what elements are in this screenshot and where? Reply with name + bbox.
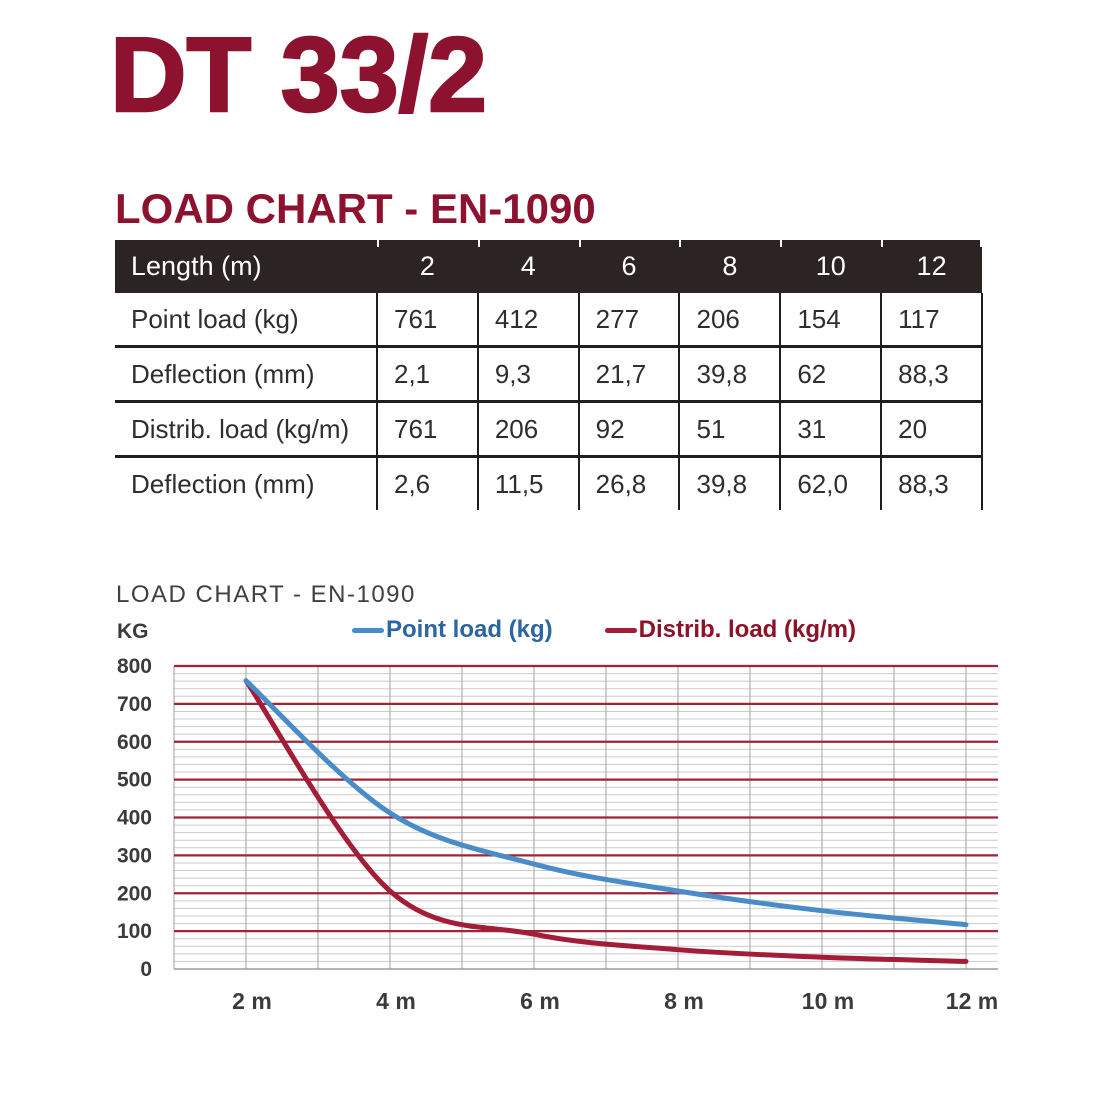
cell-value: 206	[678, 293, 781, 347]
cell-value: 26,8	[577, 455, 680, 510]
table-section-title: LOAD CHART - EN-1090	[115, 185, 596, 232]
x-tick-label: 12 m	[946, 988, 998, 1014]
table-header-row: Length (m) 2 4 6 8 10 12	[115, 240, 982, 293]
y-tick-label: 100	[117, 920, 152, 943]
cell-value: 206	[476, 400, 579, 457]
cell-value: 2,6	[376, 455, 478, 510]
legend-dash-icon	[352, 627, 384, 633]
x-tick-label: 8 m	[664, 988, 704, 1014]
legend-dash-icon	[604, 627, 637, 633]
cell-value: 761	[376, 400, 478, 457]
cell-value: 117	[880, 293, 983, 347]
cell-value: 31	[779, 400, 882, 457]
series-line-distrib-load	[243, 678, 969, 964]
load-table: Length (m) 2 4 6 8 10 12 Point load (kg) 761 412…	[115, 240, 983, 510]
row-label: Deflection (mm)	[115, 455, 377, 510]
y-tick-label: 700	[117, 693, 152, 716]
x-tick-label: 2 m	[232, 988, 272, 1014]
x-tick-label: 4 m	[376, 988, 416, 1014]
cell-value: 11,5	[476, 455, 579, 510]
legend-label: Point load (kg)	[386, 616, 553, 643]
cell-value: 20	[880, 400, 983, 457]
table-header-col-8: 8	[679, 240, 781, 293]
x-tick-label: 6 m	[520, 988, 560, 1014]
cell-value: 51	[678, 400, 781, 457]
legend-item-point-load: Point load (kg)	[352, 616, 553, 644]
legend-label: Distrib. load (kg/m)	[638, 616, 857, 643]
cell-value: 88,3	[880, 455, 983, 510]
cell-value: 761	[376, 293, 478, 347]
y-tick-label: 300	[117, 844, 152, 867]
series-line-point-load	[243, 678, 969, 928]
table-header-col-10: 10	[780, 240, 882, 293]
product-title: DT 33/2	[109, 16, 489, 134]
row-label: Distrib. load (kg/m)	[115, 400, 377, 457]
table-row: Deflection (mm) 2,6 11,5 26,8 39,8 62,0 88,3	[115, 455, 983, 510]
chart-title: LOAD CHART - EN-1090	[116, 581, 416, 608]
cell-value: 412	[476, 293, 579, 347]
chart-legend: Point load (kg) Distrib. load (kg/m)	[352, 616, 856, 644]
cell-value: 21,7	[577, 345, 680, 402]
cell-value: 92	[577, 400, 680, 457]
table-header-length: Length (m)	[115, 240, 377, 293]
cell-value: 62	[779, 345, 882, 402]
table-row: Deflection (mm) 2,1 9,3 21,7 39,8 62 88,3	[115, 345, 983, 402]
load-chart-svg: 0 100 200 300 400 500 600 700 800 2 m 4 m 6 m 8 m 10 …	[117, 655, 998, 1014]
legend-item-distrib-load: Distrib. load (kg/m)	[604, 616, 857, 644]
x-tick-label: 10 m	[802, 988, 854, 1014]
table-row: Distrib. load (kg/m) 761 206 92 51 31 20	[115, 400, 983, 457]
cell-value: 39,8	[678, 455, 781, 510]
cell-value: 2,1	[376, 345, 478, 402]
cell-value: 88,3	[880, 345, 983, 402]
y-tick-label: 800	[117, 655, 152, 678]
cell-value: 154	[779, 293, 882, 347]
table-header-col-4: 4	[477, 240, 579, 293]
cell-value: 9,3	[476, 345, 579, 402]
cell-value: 277	[577, 293, 680, 347]
row-label: Point load (kg)	[131, 303, 299, 334]
y-tick-label: 200	[117, 882, 152, 905]
row-label: Deflection (mm)	[115, 345, 377, 402]
y-tick-label: 500	[117, 769, 152, 792]
load-table-head: Length (m) 2 4 6 8 10 12	[115, 240, 982, 293]
table-row: Point load (kg) 761 412 277 206 154 117	[115, 293, 983, 347]
table-header-col-6: 6	[578, 240, 680, 293]
y-tick-label: 600	[117, 731, 152, 754]
cell-value: 62,0	[779, 455, 882, 510]
y-axis-unit-label: KG	[117, 620, 149, 643]
y-tick-label: 400	[117, 807, 152, 830]
table-header-col-12: 12	[881, 240, 982, 293]
table-header-col-2: 2	[377, 240, 478, 293]
y-tick-label: 0	[140, 958, 152, 981]
load-table-body: Point load (kg) 761 412 277 206 154 117 Deflect…	[115, 293, 983, 510]
cell-value: 39,8	[678, 345, 781, 402]
